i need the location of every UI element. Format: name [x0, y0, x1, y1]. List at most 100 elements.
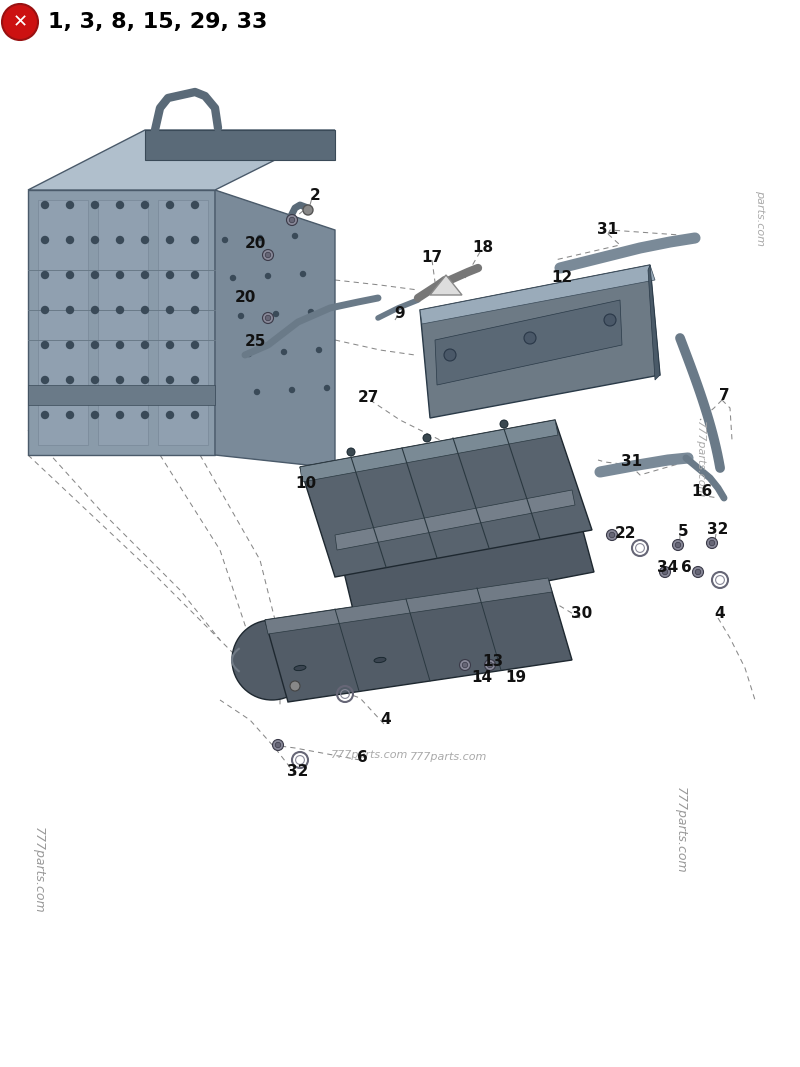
Circle shape [66, 202, 74, 208]
Circle shape [142, 377, 149, 383]
Circle shape [166, 306, 174, 314]
Circle shape [262, 250, 274, 260]
Polygon shape [300, 420, 592, 577]
Polygon shape [420, 265, 660, 418]
Circle shape [290, 218, 294, 223]
Circle shape [659, 567, 670, 577]
Text: 6: 6 [681, 559, 691, 574]
Text: 777parts.com: 777parts.com [695, 421, 705, 498]
Circle shape [91, 377, 98, 383]
Polygon shape [435, 300, 622, 385]
Circle shape [191, 377, 198, 383]
Circle shape [166, 202, 174, 208]
Text: 16: 16 [691, 484, 713, 499]
Circle shape [695, 570, 701, 575]
Circle shape [317, 348, 322, 352]
Circle shape [66, 377, 74, 383]
Circle shape [254, 389, 259, 395]
Bar [158, 200, 208, 445]
Circle shape [142, 271, 149, 278]
Circle shape [706, 538, 718, 548]
Circle shape [524, 332, 536, 344]
Circle shape [301, 271, 306, 276]
Circle shape [66, 271, 74, 278]
Text: 5: 5 [678, 525, 688, 540]
Circle shape [191, 341, 198, 349]
Circle shape [42, 341, 49, 349]
Circle shape [293, 234, 298, 239]
Text: 6: 6 [357, 749, 367, 764]
Circle shape [42, 202, 49, 208]
Circle shape [274, 312, 278, 317]
Text: 27: 27 [358, 389, 378, 404]
Text: 32: 32 [287, 764, 309, 780]
Circle shape [117, 202, 123, 208]
Circle shape [91, 237, 98, 243]
Text: 1, 3, 8, 15, 29, 33: 1, 3, 8, 15, 29, 33 [48, 12, 267, 32]
Circle shape [166, 237, 174, 243]
Polygon shape [215, 190, 335, 468]
Circle shape [444, 349, 456, 361]
Polygon shape [335, 490, 594, 618]
Text: 777parts.com: 777parts.com [331, 750, 409, 760]
Circle shape [142, 341, 149, 349]
Circle shape [91, 271, 98, 278]
Circle shape [604, 314, 616, 327]
Text: 31: 31 [598, 223, 618, 238]
Circle shape [485, 659, 495, 670]
Circle shape [142, 237, 149, 243]
Text: 777parts.com: 777parts.com [410, 752, 487, 762]
Circle shape [693, 567, 703, 577]
Circle shape [325, 385, 330, 391]
Circle shape [222, 238, 227, 242]
Text: 9: 9 [394, 305, 406, 320]
Circle shape [191, 271, 198, 278]
Text: 12: 12 [551, 271, 573, 286]
Circle shape [117, 412, 123, 418]
Circle shape [166, 377, 174, 383]
Circle shape [286, 214, 298, 225]
Circle shape [232, 620, 312, 700]
Text: 30: 30 [571, 606, 593, 621]
Circle shape [266, 252, 270, 258]
Text: 2: 2 [310, 188, 320, 203]
Polygon shape [28, 130, 335, 190]
Circle shape [66, 412, 74, 418]
Text: 18: 18 [473, 240, 494, 255]
Text: 25: 25 [244, 334, 266, 350]
Polygon shape [265, 578, 552, 634]
Text: 10: 10 [295, 477, 317, 492]
Polygon shape [420, 265, 655, 324]
Bar [98, 200, 148, 445]
Circle shape [42, 271, 49, 278]
Circle shape [191, 306, 198, 314]
Circle shape [487, 663, 493, 668]
Circle shape [230, 275, 235, 281]
Polygon shape [430, 275, 462, 294]
Circle shape [266, 273, 270, 278]
Text: 34: 34 [658, 559, 678, 574]
Circle shape [66, 306, 74, 314]
Text: 20: 20 [244, 236, 266, 251]
Text: 14: 14 [471, 669, 493, 685]
Circle shape [282, 350, 286, 354]
Circle shape [166, 271, 174, 278]
Circle shape [290, 387, 294, 393]
Polygon shape [300, 420, 558, 482]
Text: 7: 7 [718, 388, 730, 403]
Circle shape [275, 743, 281, 748]
Text: 13: 13 [482, 654, 503, 669]
Polygon shape [145, 130, 335, 160]
Circle shape [2, 4, 38, 39]
Text: 32: 32 [707, 523, 729, 538]
Text: 777parts.com: 777parts.com [674, 786, 686, 873]
Circle shape [91, 341, 98, 349]
Circle shape [117, 237, 123, 243]
Circle shape [91, 202, 98, 208]
Polygon shape [28, 190, 215, 455]
Circle shape [675, 542, 681, 547]
Circle shape [309, 309, 314, 315]
Circle shape [258, 236, 262, 240]
Circle shape [273, 739, 283, 750]
Text: 20: 20 [234, 290, 256, 305]
